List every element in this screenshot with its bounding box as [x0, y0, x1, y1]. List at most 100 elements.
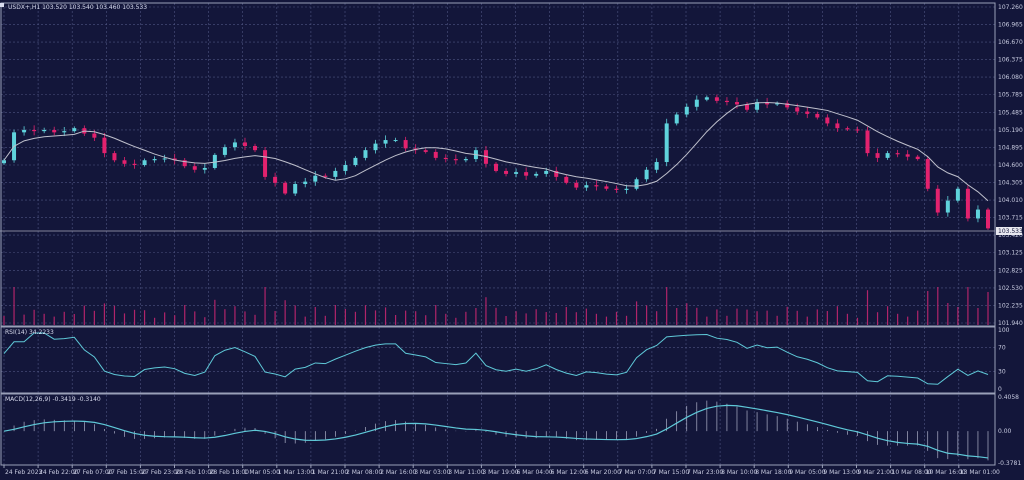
candle-bull — [373, 143, 378, 151]
candle-bull — [212, 154, 217, 168]
candle-bull — [694, 99, 699, 107]
time-tick-label: 3 Mar 11:00 — [448, 469, 484, 476]
time-tick-label: 8 Mar 10:00 — [721, 469, 757, 476]
volume-bar — [354, 311, 357, 325]
volume-bar — [716, 309, 718, 325]
volume-bar — [836, 306, 838, 325]
candle-bull — [72, 128, 77, 132]
candle-bear — [825, 117, 830, 124]
volume-bar — [575, 312, 577, 325]
volume-bar — [595, 313, 598, 325]
time-tick-label: 7 Mar 07:00 — [619, 469, 655, 476]
candle-bull — [152, 159, 157, 161]
time-tick-label: 10 Mar 08:00 — [892, 469, 932, 476]
rsi-title: RSI(14) 34.2233 — [5, 329, 54, 336]
candle-bear — [273, 176, 278, 183]
macd-tick-label: -0.3781 — [998, 460, 1021, 467]
volume-bar — [656, 311, 658, 325]
candle-bear — [504, 170, 509, 174]
candle-bear — [283, 182, 288, 194]
time-tick-label: 6 Mar 20:00 — [585, 469, 621, 476]
time-tick-label: 10 Mar 16:00 — [926, 469, 966, 476]
volume-bar — [947, 303, 949, 325]
volume-bar — [123, 313, 126, 325]
candle-bull — [333, 170, 338, 177]
candle-bull — [363, 150, 368, 158]
candle-bear — [915, 156, 920, 160]
volume-bar — [133, 309, 136, 325]
volume-bar — [846, 313, 849, 325]
candle-bear — [122, 160, 127, 164]
volume-bar — [927, 291, 929, 325]
volume-bar — [495, 307, 497, 325]
candle-bear — [724, 100, 729, 103]
candle-bull — [463, 159, 468, 161]
candle-bear — [443, 157, 448, 160]
price-tick-label: 102.530 — [998, 285, 1023, 292]
volume-bar — [605, 316, 608, 325]
candle-bull — [514, 172, 519, 174]
current-price-label: 103.533 — [998, 228, 1023, 235]
candle-bull — [544, 170, 549, 174]
candle-bull — [222, 147, 227, 155]
macd-axis: 0.4058 0.00 -0.3781 — [998, 394, 1021, 467]
volume-bar — [505, 316, 507, 325]
candle-bear — [594, 185, 599, 187]
volume-bar — [374, 310, 377, 325]
candle-bear — [574, 182, 579, 188]
candle-bull — [313, 175, 318, 182]
candle-bear — [714, 97, 719, 101]
volume-bar — [876, 312, 879, 325]
candle-bear — [263, 150, 268, 177]
candle-bull — [955, 188, 960, 201]
volume-bar — [435, 305, 437, 325]
price-tick-label: 102.825 — [998, 267, 1023, 274]
volume-bar — [63, 311, 65, 325]
volume-bar — [394, 315, 397, 325]
price-tick-label: 106.670 — [998, 39, 1023, 46]
volume-bar — [866, 290, 869, 325]
candle-bear — [815, 113, 820, 118]
volume-bar — [73, 314, 75, 325]
candle-bull — [2, 160, 6, 164]
candle-bear — [865, 130, 870, 154]
volume-bar — [174, 315, 176, 325]
volume-bar — [103, 303, 106, 325]
volume-bar — [455, 317, 457, 325]
time-tick-label: 8 Mar 18:00 — [755, 469, 791, 476]
time-tick-label: 28 Feb 18:00 — [210, 469, 250, 476]
rsi-tick-label: 0 — [998, 386, 1002, 393]
volume-bar — [796, 310, 798, 325]
candle-bear — [855, 129, 860, 131]
candle-bear — [986, 209, 990, 229]
volume-bar — [555, 313, 557, 325]
time-tick-label: 3 Mar 19:00 — [482, 469, 518, 476]
volume-bar — [615, 311, 618, 325]
price-axis[interactable]: 107.260 106.965 106.670 106.375 106.080 105.7… — [998, 4, 1023, 327]
candle-bear — [604, 186, 609, 189]
candle-bear — [905, 154, 910, 157]
rsi-tick-label: 30 — [998, 368, 1006, 375]
candle-bear — [845, 128, 850, 130]
macd-tick-label: 0.00 — [998, 428, 1012, 435]
volume-bar — [746, 309, 748, 325]
candle-bear — [52, 129, 57, 133]
macd-tick-label: 0.4058 — [998, 394, 1019, 401]
candle-bull — [293, 184, 298, 194]
volume-bar — [465, 311, 467, 325]
candle-bull — [684, 106, 689, 115]
price-tick-label: 104.895 — [998, 144, 1023, 151]
candle-bull — [885, 153, 890, 158]
candle-bear — [92, 133, 97, 138]
volume-bar — [585, 308, 587, 325]
candle-bear — [102, 137, 107, 154]
macd-title: MACD(12,26,9) -0.3419 -0.3140 — [5, 396, 101, 403]
volume-bar — [907, 316, 909, 325]
volume-bar — [856, 317, 859, 325]
volume-bar — [756, 311, 758, 325]
candle-bear — [765, 102, 770, 105]
time-tick-label: 27 Feb 07:00 — [73, 469, 113, 476]
volume-bar — [13, 287, 15, 325]
